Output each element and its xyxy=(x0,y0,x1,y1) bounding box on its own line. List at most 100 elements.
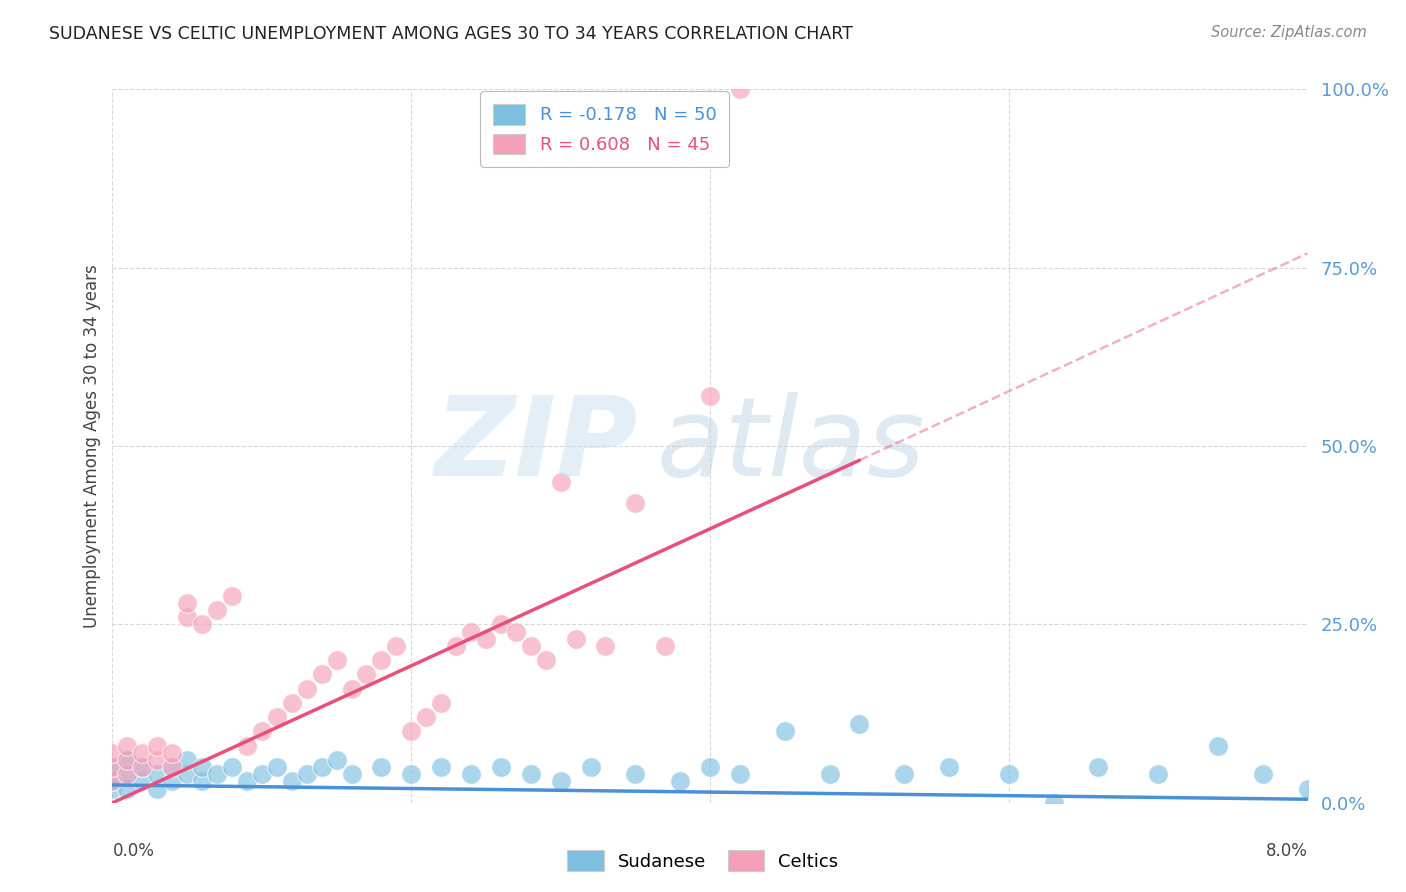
Point xyxy=(1251,767,1274,781)
Point xyxy=(281,696,304,710)
Point xyxy=(191,774,214,789)
Point xyxy=(176,753,198,767)
Point xyxy=(162,746,183,760)
Point xyxy=(266,710,288,724)
Point xyxy=(221,589,243,603)
Point xyxy=(131,774,153,789)
Text: SUDANESE VS CELTIC UNEMPLOYMENT AMONG AGES 30 TO 34 YEARS CORRELATION CHART: SUDANESE VS CELTIC UNEMPLOYMENT AMONG AG… xyxy=(49,25,853,43)
Point xyxy=(370,653,392,667)
Point xyxy=(401,724,423,739)
Point xyxy=(773,724,796,739)
Text: 0.0%: 0.0% xyxy=(112,842,155,860)
Point xyxy=(250,724,273,739)
Point xyxy=(893,767,915,781)
Point xyxy=(385,639,408,653)
Point xyxy=(489,617,512,632)
Text: ZIP: ZIP xyxy=(434,392,638,500)
Point xyxy=(176,610,198,624)
Point xyxy=(1042,796,1064,810)
Point xyxy=(340,681,363,696)
Point xyxy=(295,767,318,781)
Point xyxy=(325,653,347,667)
Point xyxy=(938,760,960,774)
Point xyxy=(117,739,139,753)
Point xyxy=(550,774,572,789)
Point xyxy=(460,767,482,781)
Point xyxy=(101,774,124,789)
Point xyxy=(325,753,347,767)
Point xyxy=(489,760,512,774)
Point xyxy=(101,760,124,774)
Point xyxy=(205,767,228,781)
Point xyxy=(520,767,543,781)
Legend: Sudanese, Celtics: Sudanese, Celtics xyxy=(560,843,846,879)
Point xyxy=(146,753,169,767)
Point xyxy=(654,639,676,653)
Point xyxy=(1147,767,1170,781)
Point xyxy=(191,760,214,774)
Point xyxy=(176,596,198,610)
Point xyxy=(340,767,363,781)
Point xyxy=(699,389,721,403)
Point xyxy=(460,624,482,639)
Point xyxy=(281,774,304,789)
Point xyxy=(370,760,392,774)
Point xyxy=(162,760,183,774)
Point xyxy=(475,632,498,646)
Text: 8.0%: 8.0% xyxy=(1265,842,1308,860)
Point xyxy=(266,760,288,774)
Point xyxy=(146,739,169,753)
Point xyxy=(191,617,214,632)
Point xyxy=(998,767,1021,781)
Point xyxy=(131,746,153,760)
Point xyxy=(117,767,139,781)
Point xyxy=(579,760,602,774)
Point xyxy=(101,774,124,789)
Point xyxy=(311,667,333,681)
Point xyxy=(430,760,453,774)
Point xyxy=(117,753,139,767)
Point xyxy=(595,639,617,653)
Point xyxy=(728,767,751,781)
Text: Source: ZipAtlas.com: Source: ZipAtlas.com xyxy=(1211,25,1367,40)
Point xyxy=(205,603,228,617)
Point xyxy=(131,760,153,774)
Point xyxy=(624,496,647,510)
Point xyxy=(162,760,183,774)
Point xyxy=(1296,781,1319,796)
Point xyxy=(295,681,318,696)
Point xyxy=(250,767,273,781)
Point xyxy=(550,475,572,489)
Point xyxy=(101,760,124,774)
Point xyxy=(699,760,721,774)
Point xyxy=(101,781,124,796)
Point xyxy=(101,746,124,760)
Point xyxy=(848,717,870,731)
Point xyxy=(564,632,586,646)
Point xyxy=(236,774,259,789)
Point xyxy=(311,760,333,774)
Point xyxy=(146,767,169,781)
Point xyxy=(505,624,527,639)
Point xyxy=(356,667,378,681)
Point xyxy=(236,739,259,753)
Point xyxy=(146,781,169,796)
Point xyxy=(728,82,751,96)
Point xyxy=(534,653,557,667)
Point xyxy=(444,639,467,653)
Point xyxy=(1206,739,1229,753)
Y-axis label: Unemployment Among Ages 30 to 34 years: Unemployment Among Ages 30 to 34 years xyxy=(83,264,101,628)
Point xyxy=(117,781,139,796)
Point xyxy=(221,760,243,774)
Point xyxy=(818,767,841,781)
Point xyxy=(520,639,543,653)
Point xyxy=(430,696,453,710)
Point xyxy=(131,760,153,774)
Text: atlas: atlas xyxy=(657,392,925,500)
Point xyxy=(401,767,423,781)
Point xyxy=(176,767,198,781)
Point xyxy=(669,774,692,789)
Point xyxy=(624,767,647,781)
Point xyxy=(415,710,437,724)
Point xyxy=(117,767,139,781)
